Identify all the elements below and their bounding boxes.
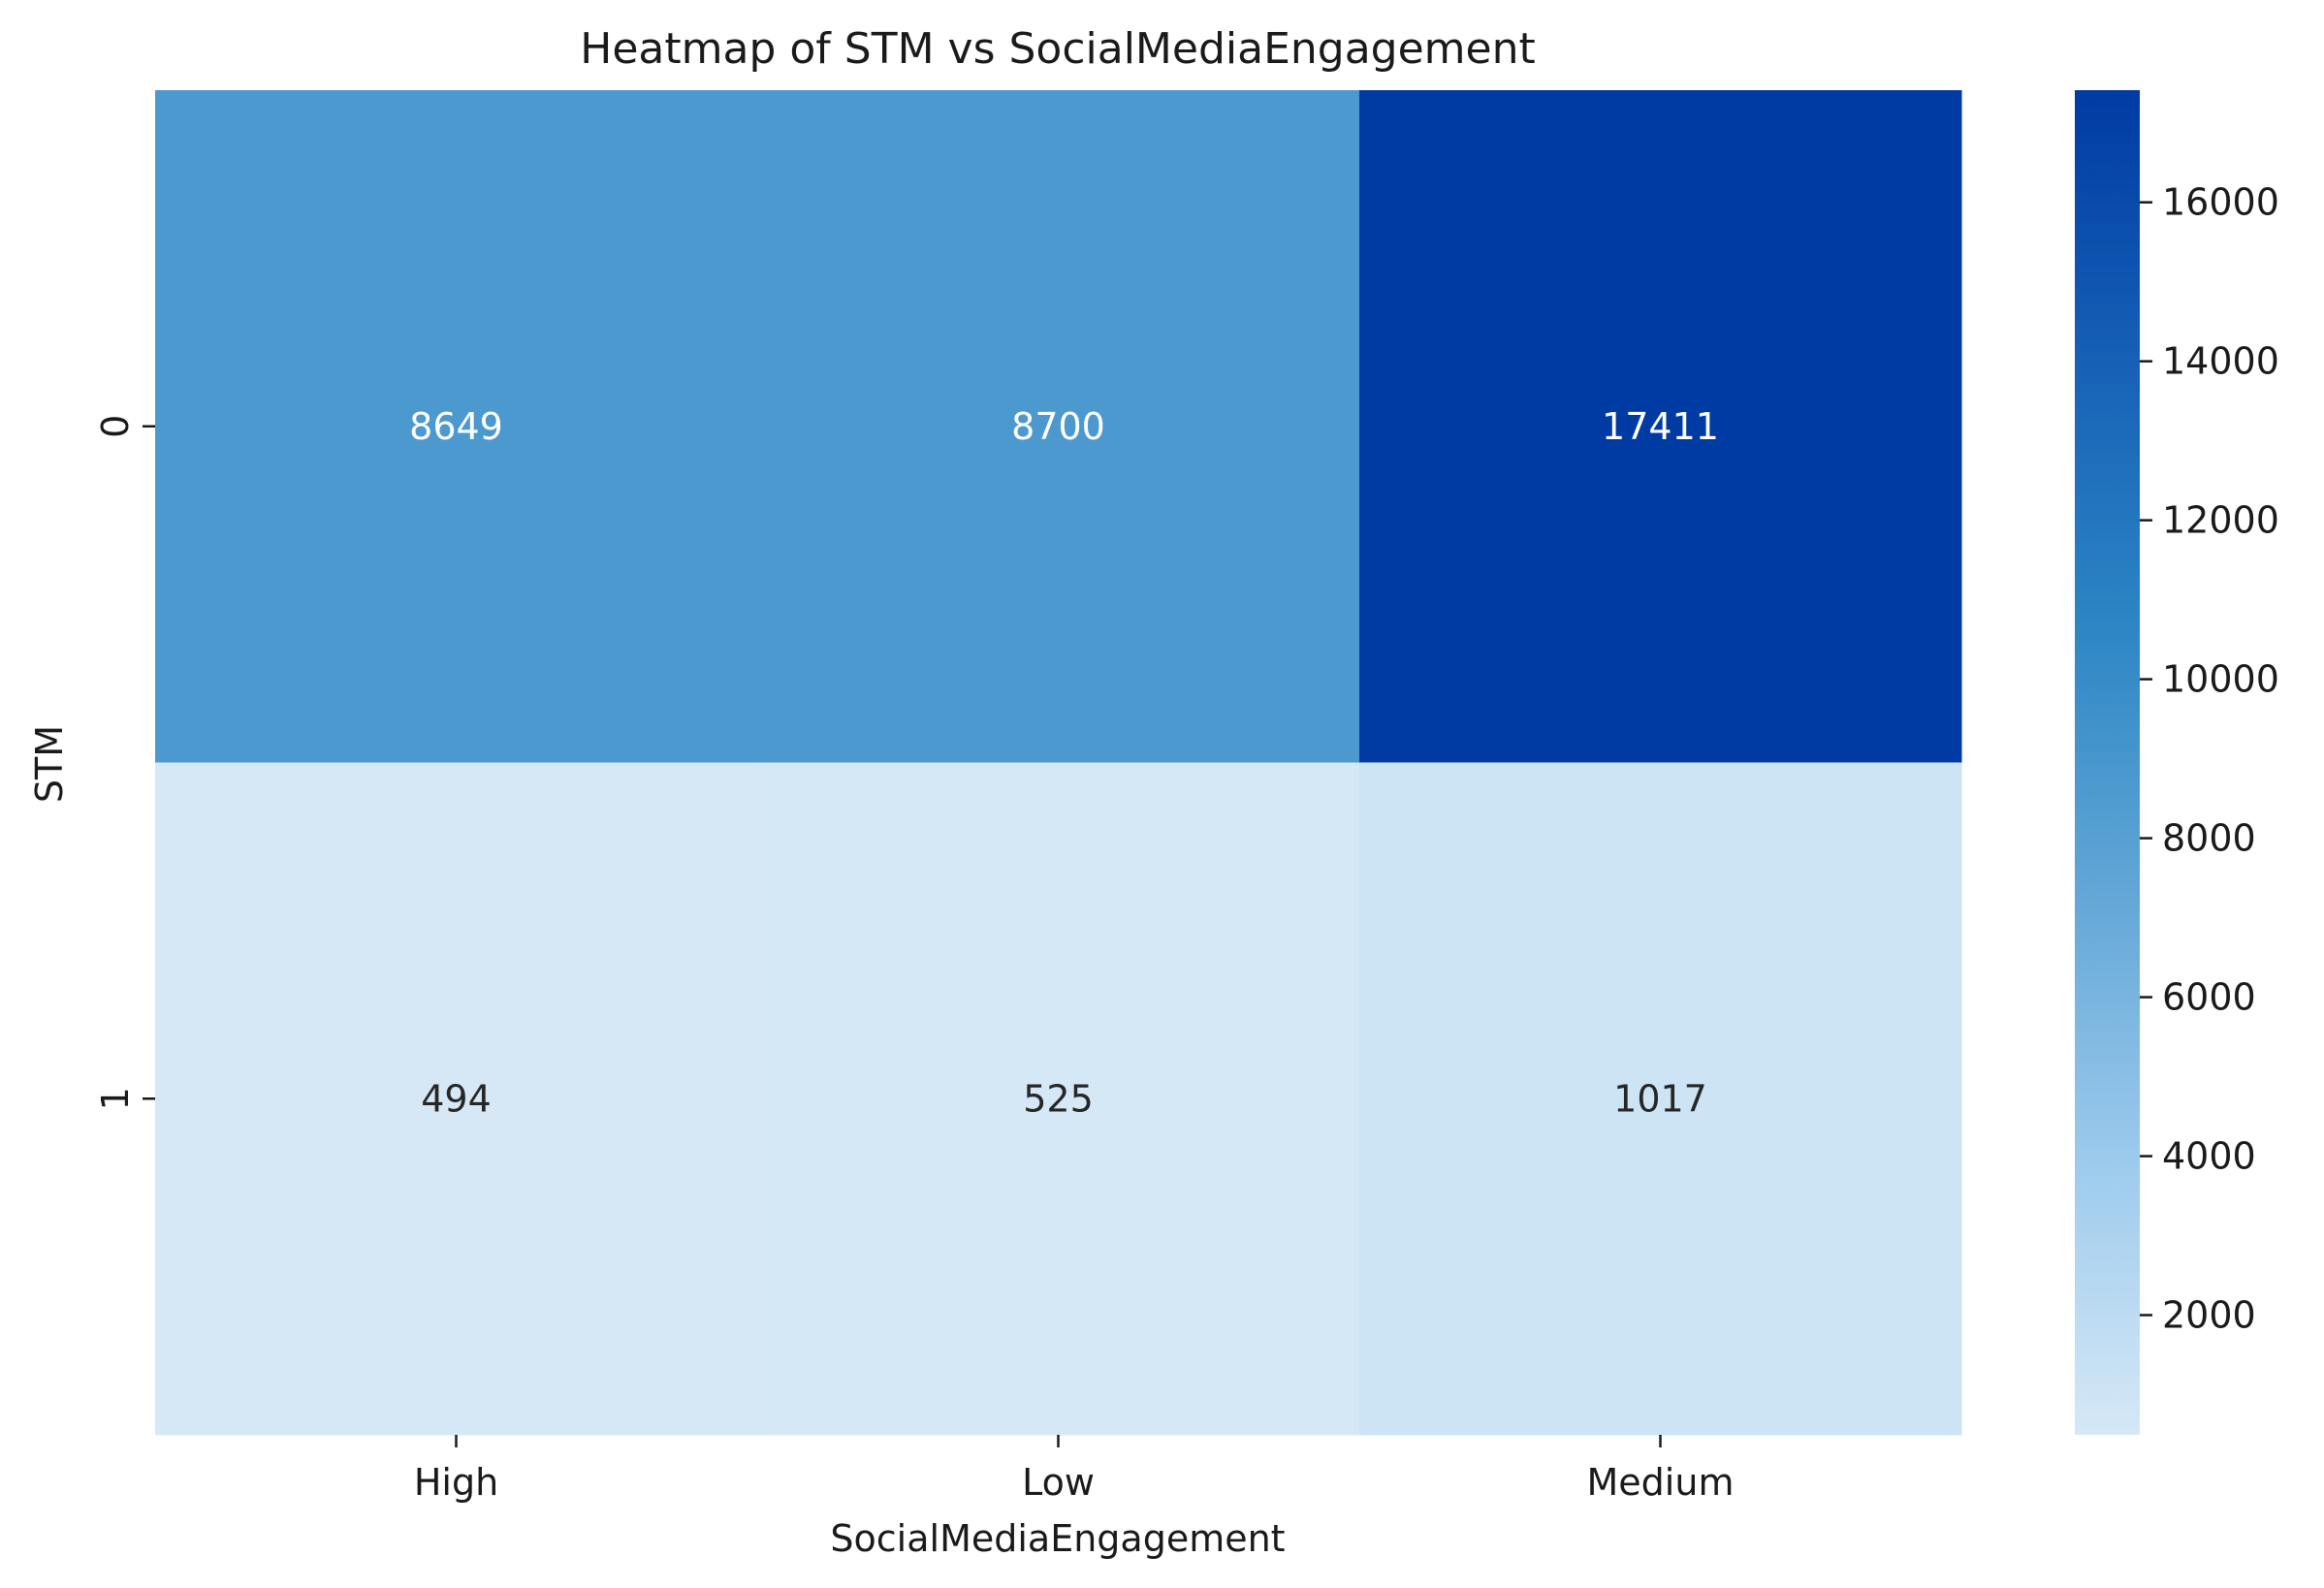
colorbar-ticks: 2000 4000 6000 8000 10000 12000 14000 16000: [2140, 181, 2279, 1337]
cell-value-label: 8649: [409, 405, 503, 448]
colorbar-tick-label: 10000: [2162, 658, 2279, 701]
heatmap-cell: [757, 762, 1360, 1436]
cell-value-label: 525: [1023, 1077, 1094, 1120]
x-tick-label: Low: [1022, 1461, 1095, 1504]
colorbar-tick-label: 6000: [2162, 976, 2256, 1019]
colorbar-tick-label: 12000: [2162, 499, 2279, 542]
heatmap-cell-labels: 8649 8700 17411 494 525 1017: [409, 405, 1719, 1121]
colorbar-tick-label: 14000: [2162, 340, 2279, 383]
heatmap-cell: [1359, 90, 1962, 763]
cell-value-label: 17411: [1602, 405, 1719, 448]
x-axis-label: SocialMediaEngagement: [830, 1517, 1285, 1560]
cell-value-label: 494: [421, 1077, 492, 1120]
cell-value-label: 1017: [1613, 1077, 1707, 1120]
heatmap-cell: [155, 90, 758, 763]
colorbar-tick-label: 4000: [2162, 1135, 2256, 1178]
x-tick-label: High: [414, 1461, 498, 1504]
x-tick-label: Medium: [1587, 1461, 1735, 1504]
x-axis-ticks: High Low Medium: [414, 1435, 1735, 1504]
heatmap-cells: [155, 90, 1962, 1436]
y-tick-label: 1: [94, 1087, 137, 1110]
cell-value-label: 8700: [1011, 405, 1105, 448]
heatmap-cell: [155, 762, 758, 1436]
colorbar-tick-label: 8000: [2162, 817, 2256, 860]
heatmap-cell: [757, 90, 1360, 763]
y-tick-label: 0: [94, 415, 137, 438]
y-axis-ticks: 01: [94, 415, 155, 1110]
chart-title: Heatmap of STM vs SocialMediaEngagement: [580, 24, 1535, 74]
colorbar-tick-label: 16000: [2162, 181, 2279, 224]
heatmap-cell: [1359, 762, 1962, 1436]
colorbar: [2075, 90, 2140, 1435]
y-axis-label: STM: [28, 725, 71, 803]
colorbar-tick-label: 2000: [2162, 1294, 2256, 1337]
